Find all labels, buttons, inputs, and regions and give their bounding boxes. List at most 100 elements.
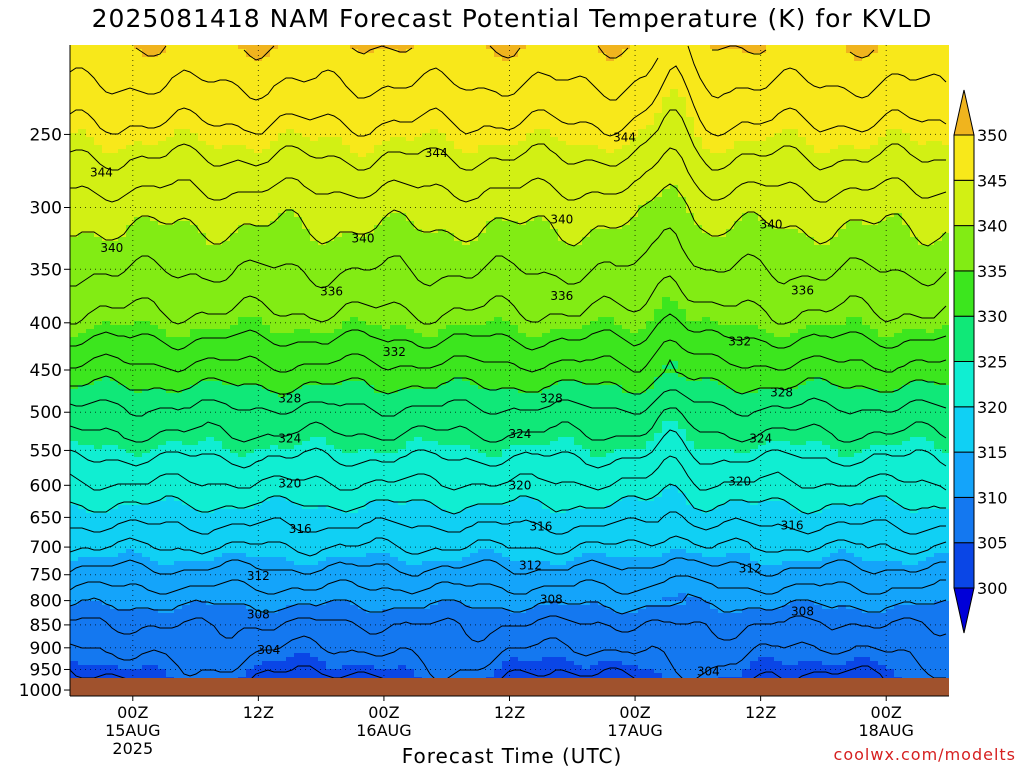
band-cell <box>246 297 255 302</box>
band-cell <box>126 609 135 614</box>
band-cell <box>166 237 175 242</box>
band-cell <box>182 61 191 66</box>
band-cell <box>190 385 199 390</box>
band-cell <box>190 165 199 170</box>
band-cell <box>166 213 175 218</box>
band-cell <box>182 529 191 534</box>
band-cell <box>174 129 183 134</box>
band-cell <box>142 133 151 138</box>
band-cell <box>78 573 87 578</box>
band-cell <box>150 85 159 90</box>
band-cell <box>142 49 151 54</box>
band-cell <box>102 245 111 250</box>
band-cell <box>102 593 111 598</box>
band-cell <box>254 161 263 166</box>
band-cell <box>142 105 151 110</box>
band-cell <box>118 169 127 174</box>
band-cell <box>286 461 295 466</box>
band-cell <box>126 77 135 82</box>
band-cell <box>174 321 183 326</box>
band-cell <box>294 673 303 678</box>
band-cell <box>126 385 135 390</box>
band-cell <box>254 669 263 674</box>
band-cell <box>102 493 111 498</box>
band-cell <box>150 553 159 558</box>
band-cell <box>190 285 199 290</box>
band-cell <box>142 77 151 82</box>
band-cell <box>230 413 239 418</box>
band-cell <box>294 181 303 186</box>
band-cell <box>102 217 111 222</box>
band-cell <box>158 657 167 662</box>
band-cell <box>190 121 199 126</box>
band-cell <box>174 93 183 98</box>
band-cell <box>254 261 263 266</box>
band-cell <box>246 649 255 654</box>
band-cell <box>230 289 239 294</box>
band-cell <box>302 389 311 394</box>
band-cell <box>230 617 239 622</box>
band-cell <box>190 149 199 154</box>
band-cell <box>126 433 135 438</box>
band-cell <box>102 373 111 378</box>
band-cell <box>118 529 127 534</box>
band-cell <box>198 53 207 58</box>
band-cell <box>246 637 255 642</box>
band-cell <box>278 285 287 290</box>
band-cell <box>262 341 271 346</box>
band-cell <box>126 105 135 110</box>
band-cell <box>302 385 311 390</box>
band-cell <box>254 557 263 562</box>
band-cell <box>158 481 167 486</box>
band-cell <box>302 45 311 50</box>
band-cell <box>246 525 255 530</box>
band-cell <box>78 333 87 338</box>
band-cell <box>126 237 135 242</box>
band-cell <box>278 189 287 194</box>
band-cell <box>174 621 183 626</box>
band-cell <box>294 205 303 210</box>
band-cell <box>302 589 311 594</box>
band-cell <box>294 289 303 294</box>
band-cell <box>238 345 247 350</box>
band-cell <box>102 249 111 254</box>
band-cell <box>230 525 239 530</box>
band-cell <box>214 493 223 498</box>
band-cell <box>182 465 191 470</box>
band-cell <box>254 281 263 286</box>
band-cell <box>86 453 95 458</box>
band-cell <box>294 509 303 514</box>
band-cell <box>126 661 135 666</box>
band-cell <box>126 413 135 418</box>
band-cell <box>70 525 79 530</box>
band-cell <box>110 409 119 414</box>
band-cell <box>302 561 311 566</box>
band-cell <box>214 473 223 478</box>
band-cell <box>182 533 191 538</box>
band-cell <box>70 165 79 170</box>
band-cell <box>310 285 319 290</box>
band-cell <box>110 193 119 198</box>
band-cell <box>198 497 207 502</box>
band-cell <box>134 425 143 430</box>
band-cell <box>278 669 287 674</box>
band-cell <box>294 469 303 474</box>
band-cell <box>206 357 215 362</box>
band-cell <box>174 589 183 594</box>
band-cell <box>310 185 319 190</box>
band-cell <box>86 605 95 610</box>
band-cell <box>150 185 159 190</box>
band-cell <box>230 485 239 490</box>
band-cell <box>126 621 135 626</box>
band-cell <box>102 269 111 274</box>
band-cell <box>294 433 303 438</box>
band-cell <box>166 521 175 526</box>
band-cell <box>102 257 111 262</box>
band-cell <box>238 565 247 570</box>
band-cell <box>246 225 255 230</box>
band-cell <box>286 185 295 190</box>
band-cell <box>302 609 311 614</box>
band-cell <box>246 385 255 390</box>
band-cell <box>310 345 319 350</box>
band-cell <box>110 301 119 306</box>
